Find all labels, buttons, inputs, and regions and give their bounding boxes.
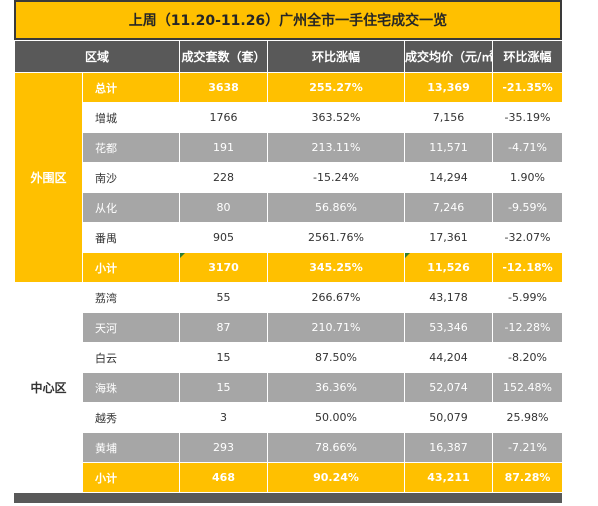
price-cell: 52,074 <box>404 372 494 403</box>
units-change-cell: 255.27% <box>267 72 406 103</box>
region-label-outer: 外围区 <box>14 72 83 283</box>
header-units: 成交套数（套） <box>179 40 269 73</box>
units-cell: 468 <box>179 462 269 493</box>
units-cell: 191 <box>179 132 269 163</box>
table-row: 中心区 荔湾 55 266.67% 43,178 -5.99% <box>14 282 564 493</box>
district-name: 从化 <box>81 192 181 223</box>
price-cell: 11,571 <box>404 132 494 163</box>
units-change-cell: 50.00% <box>267 402 406 433</box>
table-row: 外围区 总计 3638 255.27% 13,369 -21.35% <box>14 72 564 283</box>
district-name: 增城 <box>81 102 181 133</box>
price-change-cell: -4.71% <box>492 132 564 163</box>
price-cell: 17,361 <box>404 222 494 253</box>
district-name: 海珠 <box>81 372 181 403</box>
units-change-cell: 363.52% <box>267 102 406 133</box>
price-change-cell: 152.48% <box>492 372 564 403</box>
sales-table: 区域 成交套数（套） 环比涨幅 成交均价（元/㎡） 环比涨幅 外围区 总计 36… <box>13 40 564 493</box>
units-change-cell: 78.66% <box>267 432 406 463</box>
units-change-cell: 36.36% <box>267 372 406 403</box>
price-change-cell: -12.18% <box>492 252 564 283</box>
table-row: 黄埔 293 78.66% 16,387 -7.21% <box>15 432 564 463</box>
district-name: 白云 <box>81 342 181 373</box>
subtotal-row: 小计 468 90.24% 43,211 87.28% <box>15 462 564 493</box>
price-cell: 13,369 <box>404 72 494 103</box>
units-change-cell: 266.67% <box>267 282 406 313</box>
units-cell: 905 <box>179 222 269 253</box>
district-name: 番禺 <box>81 222 181 253</box>
price-cell: 14,294 <box>404 162 494 193</box>
sales-table-panel: 上周（11.20-11.26）广州全市一手住宅成交一览 区域 成交套数（套） 环… <box>13 0 564 503</box>
price-change-cell: -8.20% <box>492 342 564 373</box>
table-row: 番禺 905 2561.76% 17,361 -32.07% <box>15 222 564 253</box>
units-change-cell: 345.25% <box>267 252 406 283</box>
header-price-change: 环比涨幅 <box>492 40 564 73</box>
price-cell: 7,246 <box>404 192 494 223</box>
units-cell: 3 <box>179 402 269 433</box>
price-cell: 7,156 <box>404 102 494 133</box>
subtotal-row: 小计 3170 345.25% 11,526 -12.18% <box>15 252 564 283</box>
units-cell: 293 <box>179 432 269 463</box>
price-cell: 11,526 <box>404 252 494 283</box>
price-change-cell: -5.99% <box>492 282 564 313</box>
units-change-cell: 90.24% <box>267 462 406 493</box>
units-cell: 15 <box>179 342 269 373</box>
units-cell: 1766 <box>179 102 269 133</box>
price-cell: 16,387 <box>404 432 494 463</box>
units-change-cell: 2561.76% <box>267 222 406 253</box>
units-cell: 87 <box>179 312 269 343</box>
units-change-cell: -15.24% <box>267 162 406 193</box>
table-row: 天河 87 210.71% 53,346 -12.28% <box>15 312 564 343</box>
district-name: 荔湾 <box>81 282 181 313</box>
district-name: 天河 <box>81 312 181 343</box>
table-row: 增城 1766 363.52% 7,156 -35.19% <box>15 102 564 133</box>
table-row: 越秀 3 50.00% 50,079 25.98% <box>15 402 564 433</box>
price-change-cell: 25.98% <box>492 402 564 433</box>
district-name: 越秀 <box>81 402 181 433</box>
table-row: 白云 15 87.50% 44,204 -8.20% <box>15 342 564 373</box>
units-change-cell: 56.86% <box>267 192 406 223</box>
district-name: 黄埔 <box>81 432 181 463</box>
price-cell: 53,346 <box>404 312 494 343</box>
units-cell: 228 <box>179 162 269 193</box>
region-label-center: 中心区 <box>14 282 83 493</box>
price-cell: 43,178 <box>404 282 494 313</box>
price-change-cell: -21.35% <box>492 72 564 103</box>
price-change-cell: -12.28% <box>492 312 564 343</box>
units-cell: 80 <box>179 192 269 223</box>
table-row: 海珠 15 36.36% 52,074 152.48% <box>15 372 564 403</box>
district-name: 花都 <box>81 132 181 163</box>
price-cell: 44,204 <box>404 342 494 373</box>
price-change-cell: -9.59% <box>492 192 564 223</box>
units-change-cell: 213.11% <box>267 132 406 163</box>
header-row: 区域 成交套数（套） 环比涨幅 成交均价（元/㎡） 环比涨幅 <box>13 40 564 73</box>
price-change-cell: 87.28% <box>492 462 564 493</box>
price-change-cell: 1.90% <box>492 162 564 193</box>
table-title: 上周（11.20-11.26）广州全市一手住宅成交一览 <box>14 0 562 40</box>
units-cell: 3170 <box>179 252 269 283</box>
units-cell: 55 <box>179 282 269 313</box>
price-change-cell: -7.21% <box>492 432 564 463</box>
header-region: 区域 <box>13 40 181 73</box>
header-avg-price: 成交均价（元/㎡） <box>404 40 494 73</box>
district-name: 小计 <box>81 462 181 493</box>
district-name: 南沙 <box>81 162 181 193</box>
table-row: 花都 191 213.11% 11,571 -4.71% <box>15 132 564 163</box>
units-cell: 15 <box>179 372 269 403</box>
table-row: 南沙 228 -15.24% 14,294 1.90% <box>15 162 564 193</box>
units-cell: 3638 <box>179 72 269 103</box>
price-cell: 43,211 <box>404 462 494 493</box>
price-cell: 50,079 <box>404 402 494 433</box>
units-change-cell: 87.50% <box>267 342 406 373</box>
price-change-cell: -35.19% <box>492 102 564 133</box>
district-name: 总计 <box>81 72 181 103</box>
table-row: 从化 80 56.86% 7,246 -9.59% <box>15 192 564 223</box>
price-change-cell: -32.07% <box>492 222 564 253</box>
table-footer-bar <box>14 493 562 503</box>
district-name: 小计 <box>81 252 181 283</box>
header-units-change: 环比涨幅 <box>267 40 406 73</box>
units-change-cell: 210.71% <box>267 312 406 343</box>
